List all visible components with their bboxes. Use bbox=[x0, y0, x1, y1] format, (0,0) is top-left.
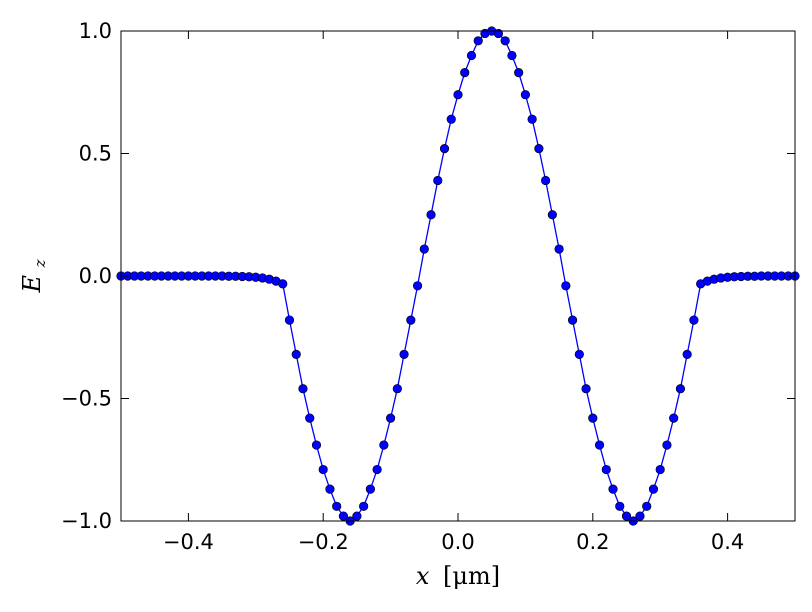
data-point bbox=[648, 484, 659, 494]
data-point bbox=[675, 384, 686, 394]
data-point bbox=[372, 464, 382, 475]
data-point bbox=[419, 244, 429, 254]
x-axis-label: x [μm] bbox=[416, 562, 500, 590]
data-point bbox=[473, 36, 483, 46]
data-point bbox=[635, 511, 645, 521]
x-tick-label: 0.2 bbox=[576, 530, 609, 554]
plot-data bbox=[116, 26, 800, 526]
data-point bbox=[527, 114, 537, 124]
y-tick-label: 1.0 bbox=[79, 19, 112, 43]
data-point bbox=[493, 28, 504, 39]
data-point bbox=[426, 210, 436, 220]
data-point bbox=[655, 464, 665, 475]
x-tick-label: −0.2 bbox=[298, 530, 349, 554]
data-point bbox=[453, 90, 463, 100]
data-point bbox=[446, 114, 456, 124]
data-point bbox=[298, 384, 308, 394]
y-tick-label: −1.0 bbox=[61, 509, 112, 533]
data-point bbox=[615, 501, 625, 511]
data-point bbox=[581, 384, 591, 394]
data-point bbox=[574, 349, 584, 360]
data-point bbox=[284, 315, 295, 325]
data-point bbox=[500, 36, 510, 46]
data-point bbox=[520, 90, 531, 100]
x-tick-label: 0.0 bbox=[441, 530, 474, 554]
data-point bbox=[621, 511, 632, 521]
y-tick-label: −0.5 bbox=[61, 387, 112, 411]
data-point bbox=[514, 68, 524, 78]
data-point bbox=[291, 349, 301, 360]
axis-ticks: −0.4 −0.2 0.0 0.2 0.4 −1.0 −0.5 0.0 0.5 1.0 bbox=[61, 19, 795, 554]
data-point bbox=[547, 210, 557, 220]
data-point bbox=[439, 144, 450, 154]
data-point bbox=[433, 175, 443, 186]
data-point bbox=[379, 440, 389, 450]
data-point bbox=[278, 279, 288, 289]
y-axis-label-sub: z bbox=[31, 259, 49, 268]
data-point bbox=[460, 68, 470, 78]
y-axis-label-main: E bbox=[18, 275, 46, 294]
data-point bbox=[386, 413, 396, 423]
data-point bbox=[534, 144, 544, 154]
x-axis-label-var: x bbox=[416, 562, 430, 590]
y-tick-label: 0.0 bbox=[79, 264, 112, 288]
data-point bbox=[311, 440, 322, 450]
data-point bbox=[682, 349, 692, 360]
data-point bbox=[588, 413, 598, 423]
data-point bbox=[541, 175, 551, 186]
x-axis-label-unit: [μm] bbox=[443, 562, 500, 590]
data-point bbox=[338, 511, 349, 521]
data-point bbox=[466, 50, 477, 61]
data-point bbox=[305, 413, 315, 423]
x-tick-label: −0.4 bbox=[163, 530, 214, 554]
data-point bbox=[399, 349, 409, 360]
data-point bbox=[608, 484, 618, 494]
data-point bbox=[392, 384, 402, 394]
data-point bbox=[561, 281, 571, 291]
data-point bbox=[412, 281, 423, 291]
data-point bbox=[359, 501, 369, 511]
data-point bbox=[332, 501, 342, 511]
data-point bbox=[594, 440, 605, 450]
data-point bbox=[669, 413, 679, 423]
data-point bbox=[689, 315, 699, 325]
x-tick-label: 0.4 bbox=[711, 530, 744, 554]
data-point bbox=[567, 315, 578, 325]
data-point bbox=[601, 464, 611, 475]
y-tick-label: 0.5 bbox=[79, 142, 112, 166]
data-point bbox=[662, 440, 672, 450]
data-point bbox=[642, 501, 652, 511]
data-point bbox=[365, 484, 375, 494]
y-axis-label: E z bbox=[18, 259, 49, 293]
data-point bbox=[406, 315, 416, 325]
data-point bbox=[325, 484, 335, 494]
data-point bbox=[554, 244, 564, 254]
data-point bbox=[507, 50, 517, 61]
data-point bbox=[318, 464, 328, 475]
data-point bbox=[352, 511, 362, 521]
